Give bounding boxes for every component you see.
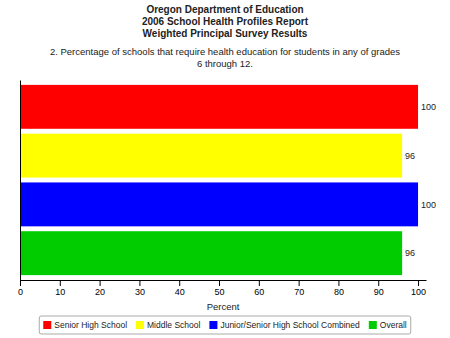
legend: Senior High School Middle School Junior/Se… [39,316,410,334]
legend-swatch [43,321,51,329]
data-label: 96 [405,248,415,258]
x-tick: 10 [55,280,65,297]
x-tick-mark [378,280,379,286]
x-tick: 60 [254,280,264,297]
x-tick-label: 40 [175,287,185,297]
x-tick: 80 [334,280,344,297]
x-tick-label: 50 [215,287,225,297]
x-tick-label: 30 [135,287,145,297]
x-tick: 100 [411,280,426,297]
y-axis [20,81,21,281]
x-tick-mark [338,280,339,286]
x-tick-label: 100 [411,287,426,297]
x-tick-label: 90 [374,287,384,297]
legend-swatch [136,321,144,329]
data-label: 100 [421,102,436,112]
legend-label: Overall [380,320,407,330]
x-tick: 90 [374,280,384,297]
chart-container: Oregon Department of Education2006 Schoo… [0,0,450,338]
x-tick: 40 [175,280,185,297]
x-tick-mark [139,280,140,286]
legend-item: Junior/Senior High School Combined [209,320,360,330]
x-tick: 30 [135,280,145,297]
legend-swatch [369,321,377,329]
bar [20,85,418,129]
x-tick-mark [259,280,260,286]
x-tick-label: 20 [95,287,105,297]
legend-item: Middle School [136,320,201,330]
x-tick-mark [418,280,419,286]
x-tick-mark [299,280,300,286]
x-axis: 0 10 20 30 40 50 60 70 80 90 100 [18,280,427,297]
legend-item: Overall [369,320,407,330]
data-label: 100 [421,200,436,210]
x-tick: 70 [294,280,304,297]
title: Oregon Department of Education2006 Schoo… [142,4,309,39]
x-tick: 50 [215,280,225,297]
x-tick-mark [60,280,61,286]
subtitle: 2. Percentage of schools that require he… [50,46,400,69]
x-tick-mark [179,280,180,286]
legend-label: Senior High School [54,320,127,330]
legend-frame [39,316,410,334]
x-tick-label: 80 [334,287,344,297]
x-tick-label: 70 [294,287,304,297]
data-labels: 96 100 96 100 [405,102,436,258]
x-tick: 0 [18,280,23,297]
x-tick-label: 0 [18,287,23,297]
x-tick-mark [219,280,220,286]
x-tick-mark [20,280,21,286]
legend-item: Senior High School [43,320,127,330]
x-axis-title: Percent [207,301,240,312]
legend-label: Junior/Senior High School Combined [220,320,360,330]
data-label: 96 [405,151,415,161]
x-tick-label: 60 [254,287,264,297]
bar [20,182,418,226]
bar [20,134,402,178]
bar [20,231,402,275]
y-axis-line [20,81,21,281]
x-tick: 20 [95,280,105,297]
x-axis-line [21,280,427,281]
chart: Oregon Department of Education2006 Schoo… [0,0,450,338]
x-tick-mark [100,280,101,286]
legend-swatch [209,321,217,329]
legend-label: Middle School [147,320,201,330]
x-tick-label: 10 [55,287,65,297]
bars [20,85,418,275]
